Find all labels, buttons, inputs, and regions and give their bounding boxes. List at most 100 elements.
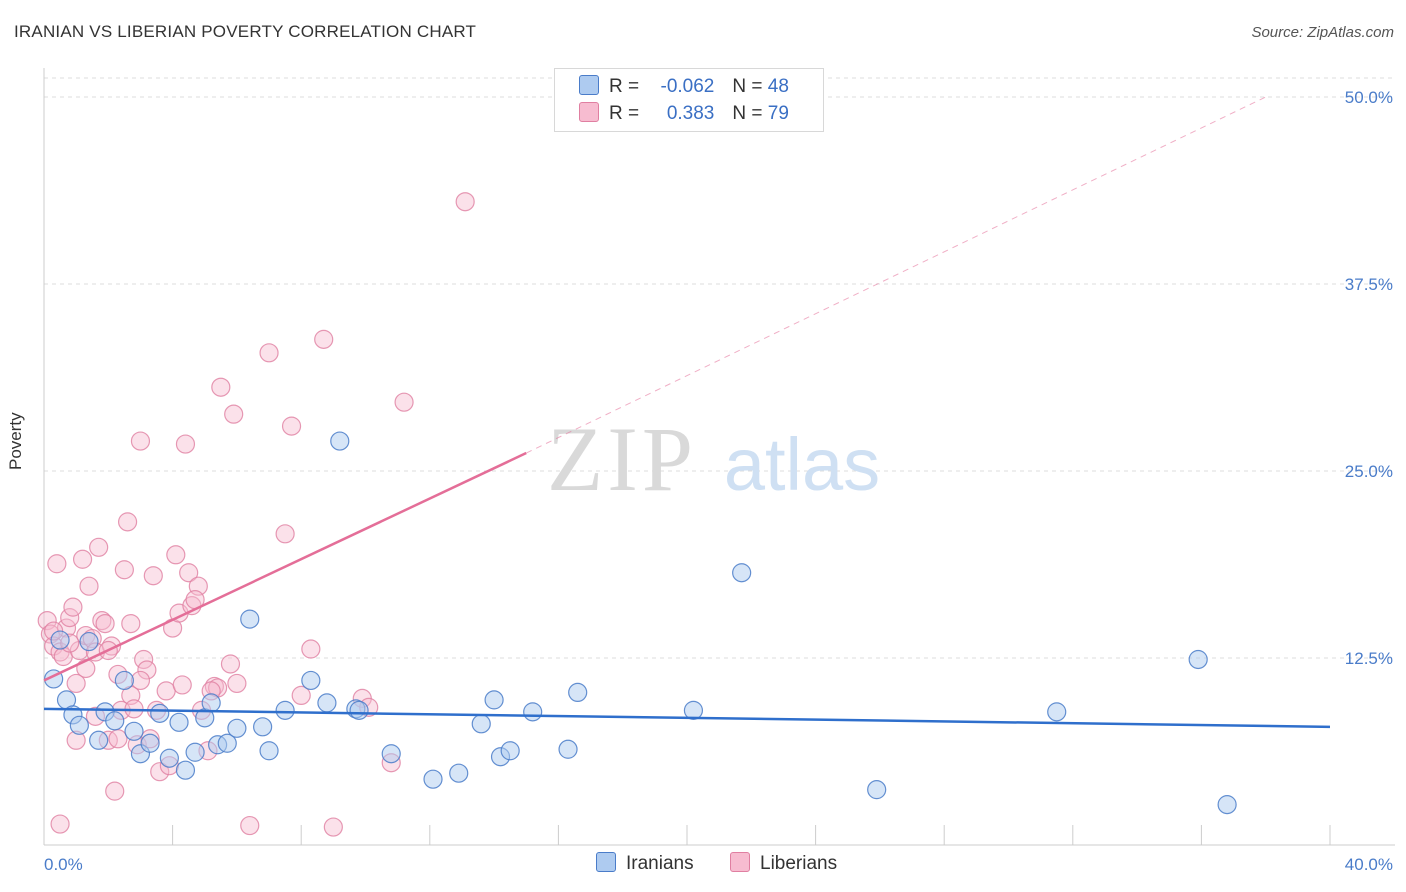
- iranians-point: [253, 717, 273, 737]
- iranians-point: [227, 718, 247, 738]
- liberians-point: [130, 431, 151, 451]
- liberians-point: [166, 545, 186, 565]
- iranians-point: [484, 690, 504, 710]
- liberians-point: [134, 649, 154, 670]
- iranians-r-label: R =: [609, 76, 645, 97]
- liberians-point: [220, 654, 241, 674]
- tick-labels: 12.5% 25.0% 37.5% 50.0% 0.0% 40.0%: [44, 88, 1393, 874]
- liberians-point: [95, 613, 115, 634]
- liberians-point: [63, 597, 83, 617]
- legend-row-liberians: R = 0.383 N = 79: [579, 102, 789, 125]
- liberians-point: [172, 675, 192, 695]
- iranians-n-value: 48: [767, 76, 789, 97]
- iranians-point: [330, 431, 350, 451]
- iranians-point: [423, 769, 443, 789]
- liberians-point: [211, 377, 231, 397]
- iranians-point: [185, 742, 205, 762]
- grid-lines: [44, 77, 1395, 659]
- liberians-point: [50, 814, 70, 834]
- liberians-point: [79, 576, 99, 596]
- liberians-point: [301, 639, 321, 659]
- y-tick-label: 25.0%: [1345, 462, 1393, 481]
- legend-item-liberians[interactable]: Liberians: [730, 852, 837, 875]
- liberians-point: [60, 608, 80, 628]
- liberians-point: [179, 563, 199, 583]
- liberians-point: [314, 329, 334, 349]
- iranians-point: [89, 730, 109, 750]
- iranians-point: [275, 700, 295, 720]
- y-tick-label: 37.5%: [1345, 275, 1393, 294]
- iranians-point: [349, 700, 369, 720]
- liberians-point: [89, 537, 109, 557]
- liberians-point: [175, 434, 196, 454]
- iranians-point: [568, 682, 588, 703]
- y-tick-label: 50.0%: [1345, 88, 1393, 107]
- iranians-point: [317, 693, 337, 713]
- iranians-point: [449, 763, 469, 783]
- liberians-point: [130, 670, 151, 691]
- iranians-swatch: [579, 75, 599, 95]
- iranians-point: [301, 670, 321, 691]
- iranians-point: [867, 780, 887, 800]
- x-tick-label: 40.0%: [1345, 855, 1393, 874]
- liberians-point: [291, 685, 311, 706]
- liberians-point: [137, 660, 157, 680]
- liberians-point: [66, 673, 86, 694]
- iranians-point: [114, 670, 134, 691]
- liberians-legend-label: Liberians: [760, 853, 838, 874]
- watermark: ZIP atlas: [547, 408, 880, 510]
- liberians-point: [114, 560, 134, 580]
- iranians-point: [240, 609, 260, 629]
- liberians-point: [394, 392, 414, 412]
- iranians-point: [169, 712, 189, 732]
- iranians-point: [381, 744, 401, 764]
- y-tick-label: 12.5%: [1345, 649, 1393, 668]
- liberians-point: [72, 549, 93, 569]
- liberians-legend-swatch: [730, 852, 750, 872]
- watermark-atlas: atlas: [724, 423, 880, 506]
- iranians-point: [558, 739, 578, 759]
- watermark-zip: ZIP: [547, 408, 697, 510]
- liberians-point: [92, 610, 112, 631]
- liberians-point: [323, 817, 343, 837]
- liberians-r-value: 0.383: [666, 103, 715, 124]
- iranians-point: [69, 715, 89, 735]
- iranians-point: [1047, 702, 1067, 722]
- liberians-trend-line: [43, 451, 527, 682]
- trend-lines: [43, 96, 1331, 729]
- liberians-point: [143, 566, 163, 586]
- iranians-points: [44, 431, 1237, 815]
- iranians-point: [732, 563, 752, 583]
- liberians-point: [240, 815, 260, 836]
- iranians-point: [50, 630, 70, 650]
- iranians-point: [500, 741, 520, 761]
- liberians-point: [156, 681, 176, 701]
- liberians-n-value: 79: [767, 103, 789, 124]
- iranians-point: [217, 733, 237, 753]
- iranians-n-label: N =: [732, 76, 768, 97]
- liberians-point: [117, 512, 138, 532]
- liberians-point: [281, 416, 302, 436]
- liberians-point: [150, 762, 170, 782]
- liberians-point: [455, 192, 475, 212]
- axes: [43, 68, 1395, 846]
- iranians-legend-swatch: [596, 852, 616, 872]
- legend-item-iranians[interactable]: Iranians: [596, 852, 694, 875]
- chart-title: IRANIAN VS LIBERIAN POVERTY CORRELATION …: [14, 22, 477, 41]
- liberians-point: [121, 613, 141, 634]
- iranians-point: [1188, 649, 1208, 670]
- liberians-point: [47, 554, 67, 574]
- liberians-r-label: R =: [609, 103, 645, 124]
- iranians-point: [471, 714, 491, 734]
- legend-row-iranians: R = -0.062 N = 48: [579, 75, 789, 98]
- iranians-point: [1217, 795, 1237, 815]
- liberians-point: [227, 673, 247, 694]
- liberians-swatch: [579, 102, 599, 122]
- liberians-point: [275, 524, 295, 544]
- liberians-point: [259, 343, 279, 363]
- iranians-point: [124, 721, 144, 741]
- iranians-point: [201, 693, 221, 713]
- iranians-legend-label: Iranians: [626, 853, 694, 874]
- iranians-point: [159, 748, 179, 768]
